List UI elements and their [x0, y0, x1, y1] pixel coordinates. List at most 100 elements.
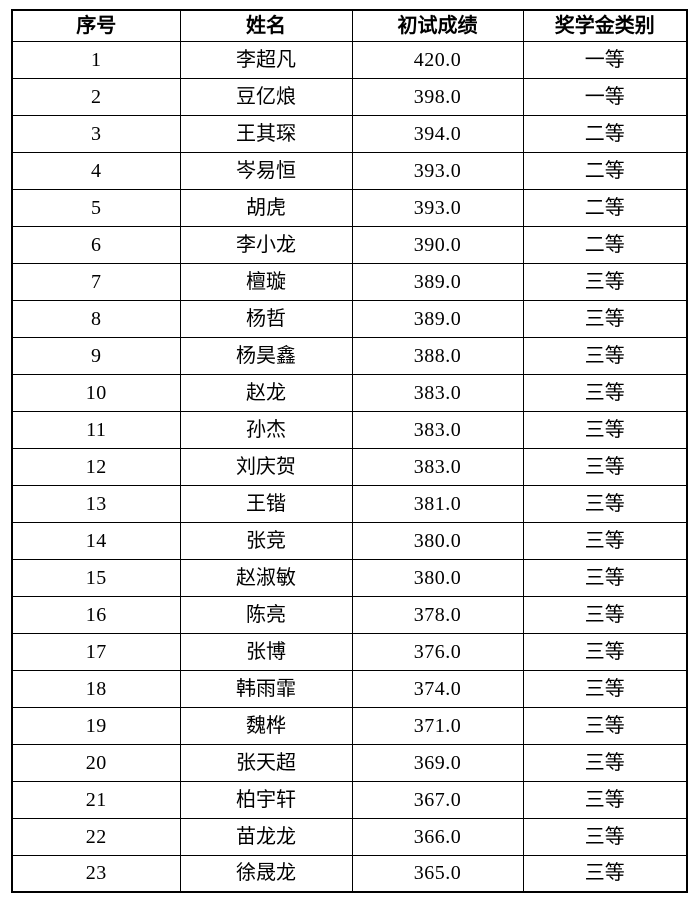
cell-category: 三等 [522, 410, 688, 449]
cell-index: 6 [11, 225, 181, 264]
cell-index: 8 [11, 299, 181, 338]
cell-name: 王锴 [179, 484, 353, 523]
table-row: 5 胡虎 393.0 二等 [11, 188, 688, 227]
table-row: 12 刘庆贺 383.0 三等 [11, 447, 688, 486]
table-row: 19 魏桦 371.0 三等 [11, 706, 688, 745]
table-row: 20 张天超 369.0 三等 [11, 743, 688, 782]
cell-category: 三等 [522, 743, 688, 782]
cell-category: 二等 [522, 225, 688, 264]
table-row: 14 张竞 380.0 三等 [11, 521, 688, 560]
cell-category: 三等 [522, 336, 688, 375]
table-row: 11 孙杰 383.0 三等 [11, 410, 688, 449]
cell-score: 383.0 [351, 447, 524, 486]
table-row: 7 檀璇 389.0 三等 [11, 262, 688, 301]
cell-index: 1 [11, 40, 181, 79]
cell-category: 一等 [522, 40, 688, 79]
cell-index: 4 [11, 151, 181, 190]
cell-score: 369.0 [351, 743, 524, 782]
cell-category: 三等 [522, 595, 688, 634]
table-row: 21 柏宇轩 367.0 三等 [11, 780, 688, 819]
cell-index: 13 [11, 484, 181, 523]
cell-score: 389.0 [351, 299, 524, 338]
cell-category: 三等 [522, 484, 688, 523]
cell-index: 9 [11, 336, 181, 375]
cell-category: 三等 [522, 447, 688, 486]
cell-score: 367.0 [351, 780, 524, 819]
cell-score: 365.0 [351, 854, 524, 893]
cell-index: 14 [11, 521, 181, 560]
cell-score: 380.0 [351, 521, 524, 560]
table-row: 22 苗龙龙 366.0 三等 [11, 817, 688, 856]
cell-category: 二等 [522, 188, 688, 227]
cell-score: 388.0 [351, 336, 524, 375]
table-header-row: 序号 姓名 初试成绩 奖学金类别 [11, 9, 688, 42]
cell-index: 20 [11, 743, 181, 782]
cell-name: 陈亮 [179, 595, 353, 634]
cell-category: 三等 [522, 521, 688, 560]
table-row: 23 徐晟龙 365.0 三等 [11, 854, 688, 893]
cell-index: 22 [11, 817, 181, 856]
table-row: 3 王其琛 394.0 二等 [11, 114, 688, 153]
table-row: 4 岑易恒 393.0 二等 [11, 151, 688, 190]
cell-name: 杨昊鑫 [179, 336, 353, 375]
cell-name: 张竞 [179, 521, 353, 560]
cell-name: 王其琛 [179, 114, 353, 153]
cell-score: 393.0 [351, 188, 524, 227]
cell-category: 三等 [522, 262, 688, 301]
cell-name: 苗龙龙 [179, 817, 353, 856]
table-row: 2 豆亿烺 398.0 一等 [11, 77, 688, 116]
cell-category: 二等 [522, 114, 688, 153]
table-row: 10 赵龙 383.0 三等 [11, 373, 688, 412]
header-cell-index: 序号 [11, 9, 181, 42]
cell-score: 390.0 [351, 225, 524, 264]
cell-category: 三等 [522, 632, 688, 671]
cell-name: 孙杰 [179, 410, 353, 449]
cell-score: 376.0 [351, 632, 524, 671]
cell-score: 371.0 [351, 706, 524, 745]
cell-index: 21 [11, 780, 181, 819]
cell-category: 三等 [522, 558, 688, 597]
cell-name: 柏宇轩 [179, 780, 353, 819]
table-row: 18 韩雨霏 374.0 三等 [11, 669, 688, 708]
cell-name: 李超凡 [179, 40, 353, 79]
cell-name: 豆亿烺 [179, 77, 353, 116]
cell-name: 张博 [179, 632, 353, 671]
cell-score: 383.0 [351, 410, 524, 449]
table-row: 17 张博 376.0 三等 [11, 632, 688, 671]
cell-name: 檀璇 [179, 262, 353, 301]
cell-index: 18 [11, 669, 181, 708]
cell-score: 380.0 [351, 558, 524, 597]
cell-index: 11 [11, 410, 181, 449]
cell-score: 378.0 [351, 595, 524, 634]
cell-index: 5 [11, 188, 181, 227]
cell-score: 420.0 [351, 40, 524, 79]
header-cell-category: 奖学金类别 [522, 9, 688, 42]
cell-score: 394.0 [351, 114, 524, 153]
cell-category: 三等 [522, 706, 688, 745]
cell-score: 374.0 [351, 669, 524, 708]
cell-name: 韩雨霏 [179, 669, 353, 708]
cell-name: 岑易恒 [179, 151, 353, 190]
cell-name: 李小龙 [179, 225, 353, 264]
cell-index: 10 [11, 373, 181, 412]
table-row: 1 李超凡 420.0 一等 [11, 40, 688, 79]
cell-category: 三等 [522, 373, 688, 412]
cell-category: 一等 [522, 77, 688, 116]
table-row: 6 李小龙 390.0 二等 [11, 225, 688, 264]
cell-index: 3 [11, 114, 181, 153]
cell-category: 二等 [522, 151, 688, 190]
cell-index: 15 [11, 558, 181, 597]
cell-category: 三等 [522, 780, 688, 819]
cell-name: 赵淑敏 [179, 558, 353, 597]
table-row: 15 赵淑敏 380.0 三等 [11, 558, 688, 597]
cell-score: 398.0 [351, 77, 524, 116]
cell-name: 张天超 [179, 743, 353, 782]
cell-name: 徐晟龙 [179, 854, 353, 893]
table-row: 9 杨昊鑫 388.0 三等 [11, 336, 688, 375]
cell-score: 393.0 [351, 151, 524, 190]
cell-name: 魏桦 [179, 706, 353, 745]
cell-category: 三等 [522, 817, 688, 856]
cell-name: 赵龙 [179, 373, 353, 412]
table-row: 8 杨哲 389.0 三等 [11, 299, 688, 338]
cell-index: 7 [11, 262, 181, 301]
